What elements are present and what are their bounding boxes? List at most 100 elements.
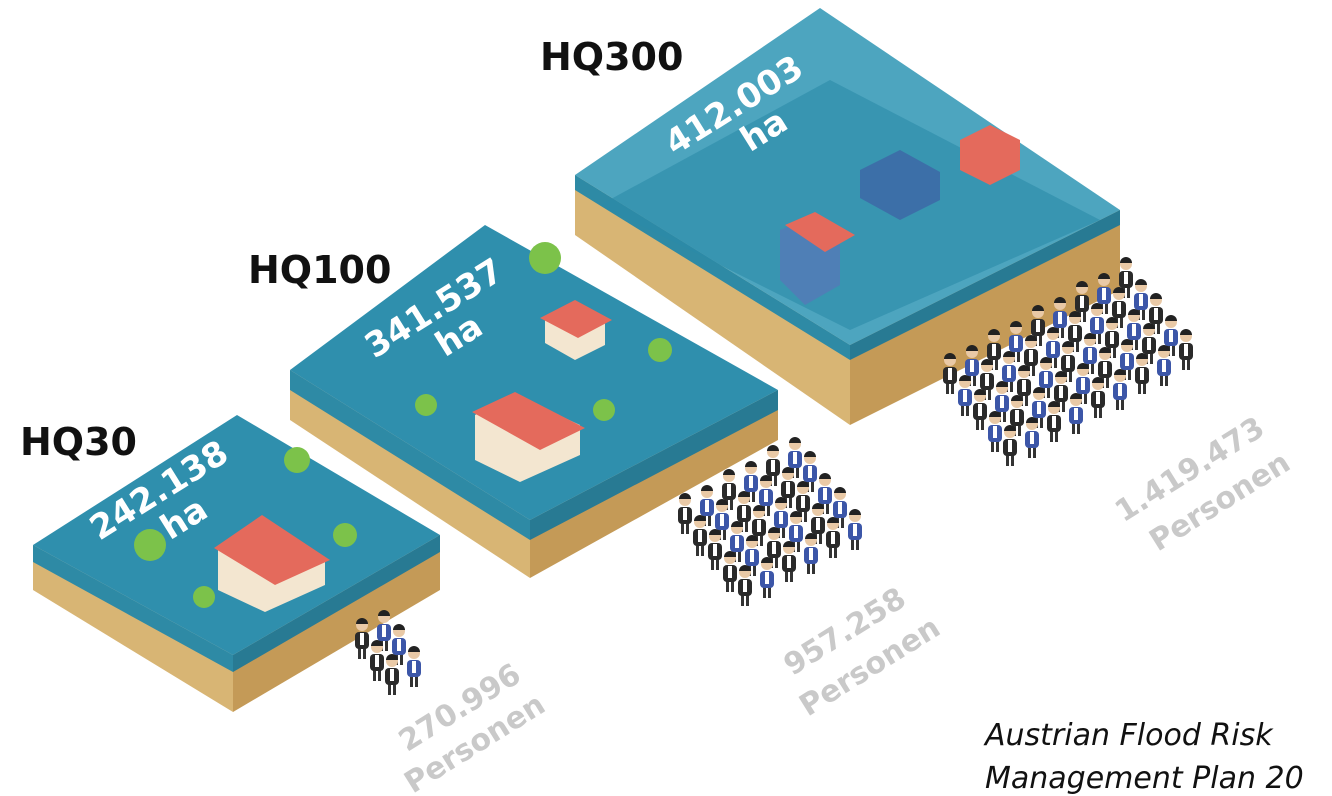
person-leg xyxy=(976,418,979,430)
person-shirt xyxy=(978,404,982,416)
person xyxy=(1134,279,1148,320)
block-hq100 xyxy=(290,225,778,578)
person-hat xyxy=(1010,321,1022,327)
person-leg xyxy=(696,544,699,556)
person-leg xyxy=(731,580,734,592)
person-hat xyxy=(1106,317,1118,323)
person-shirt xyxy=(1169,330,1173,342)
person-leg xyxy=(1076,340,1079,352)
person-leg xyxy=(1142,308,1145,320)
person-hat xyxy=(709,529,721,535)
person xyxy=(759,475,773,516)
person-shirt xyxy=(1088,348,1092,360)
person-shirt xyxy=(1007,366,1011,378)
person-leg xyxy=(1121,398,1124,410)
person-hat xyxy=(701,485,713,491)
person-leg xyxy=(1050,430,1053,442)
person xyxy=(767,527,781,568)
person-shirt xyxy=(390,669,394,681)
person-shirt xyxy=(375,655,379,667)
person-shirt xyxy=(823,488,827,500)
person-leg xyxy=(819,532,822,544)
person-leg xyxy=(1182,358,1185,370)
person xyxy=(693,515,707,556)
person-hat xyxy=(944,353,956,359)
person xyxy=(1054,371,1068,412)
person-hat xyxy=(804,451,816,457)
person-shirt xyxy=(793,452,797,464)
person-shirt xyxy=(765,572,769,584)
person-leg xyxy=(1138,382,1141,394)
person xyxy=(1164,315,1178,356)
person xyxy=(826,517,840,558)
person-leg xyxy=(812,562,815,574)
person xyxy=(723,551,737,592)
person-leg xyxy=(811,480,814,492)
person-hat xyxy=(753,505,765,511)
person-hat xyxy=(745,461,757,467)
person-shirt xyxy=(985,374,989,386)
person xyxy=(1179,329,1193,370)
person-leg xyxy=(711,558,714,570)
person-leg xyxy=(961,404,964,416)
person-leg xyxy=(768,586,771,598)
person xyxy=(943,353,957,394)
person-hat xyxy=(408,646,420,652)
person-leg xyxy=(1025,394,1028,406)
person-leg xyxy=(1047,386,1050,398)
person-hat xyxy=(1048,401,1060,407)
person-leg xyxy=(741,594,744,606)
person-leg xyxy=(1116,398,1119,410)
person-shirt xyxy=(1081,378,1085,390)
person-hat xyxy=(974,389,986,395)
person-shirt xyxy=(1036,320,1040,332)
person-hat xyxy=(1128,309,1140,315)
person-shirt xyxy=(382,625,386,637)
person-shirt xyxy=(1118,384,1122,396)
person-leg xyxy=(738,550,741,562)
person-leg xyxy=(796,466,799,478)
person-shirt xyxy=(360,633,364,645)
person-leg xyxy=(789,496,792,508)
person xyxy=(1024,335,1038,376)
person-leg xyxy=(753,564,756,576)
person-shirt xyxy=(808,466,812,478)
person-hat xyxy=(724,551,736,557)
person xyxy=(1047,401,1061,442)
person xyxy=(782,541,796,582)
person-hat xyxy=(1025,335,1037,341)
person-leg xyxy=(851,538,854,550)
person-leg xyxy=(767,504,770,516)
person-leg xyxy=(385,639,388,651)
person-leg xyxy=(363,647,366,659)
person-shirt xyxy=(992,344,996,356)
person-shirt xyxy=(1139,294,1143,306)
person-shirt xyxy=(1102,288,1106,300)
people xyxy=(355,257,1193,695)
person-leg xyxy=(951,382,954,394)
person-hat xyxy=(1055,371,1067,377)
person-shirt xyxy=(1059,386,1063,398)
person-hat xyxy=(716,499,728,505)
person-hat xyxy=(1091,303,1103,309)
person-leg xyxy=(1187,358,1190,370)
person xyxy=(752,505,766,546)
person xyxy=(1083,333,1097,374)
person-hat xyxy=(723,469,735,475)
person xyxy=(1091,377,1105,418)
person-hat xyxy=(739,565,751,571)
person-hat xyxy=(1121,339,1133,345)
person-leg xyxy=(1098,332,1101,344)
person-shirt xyxy=(1095,318,1099,330)
person-hat xyxy=(1077,363,1089,369)
person-hat xyxy=(393,624,405,630)
person xyxy=(1061,341,1075,382)
person-hat xyxy=(746,535,758,541)
person-leg xyxy=(1069,370,1072,382)
scenario-label: HQ300 xyxy=(540,35,683,79)
person xyxy=(1157,345,1171,386)
person-leg xyxy=(1003,410,1006,422)
person xyxy=(1025,417,1039,458)
person-hat xyxy=(694,515,706,521)
person-hat xyxy=(1069,311,1081,317)
